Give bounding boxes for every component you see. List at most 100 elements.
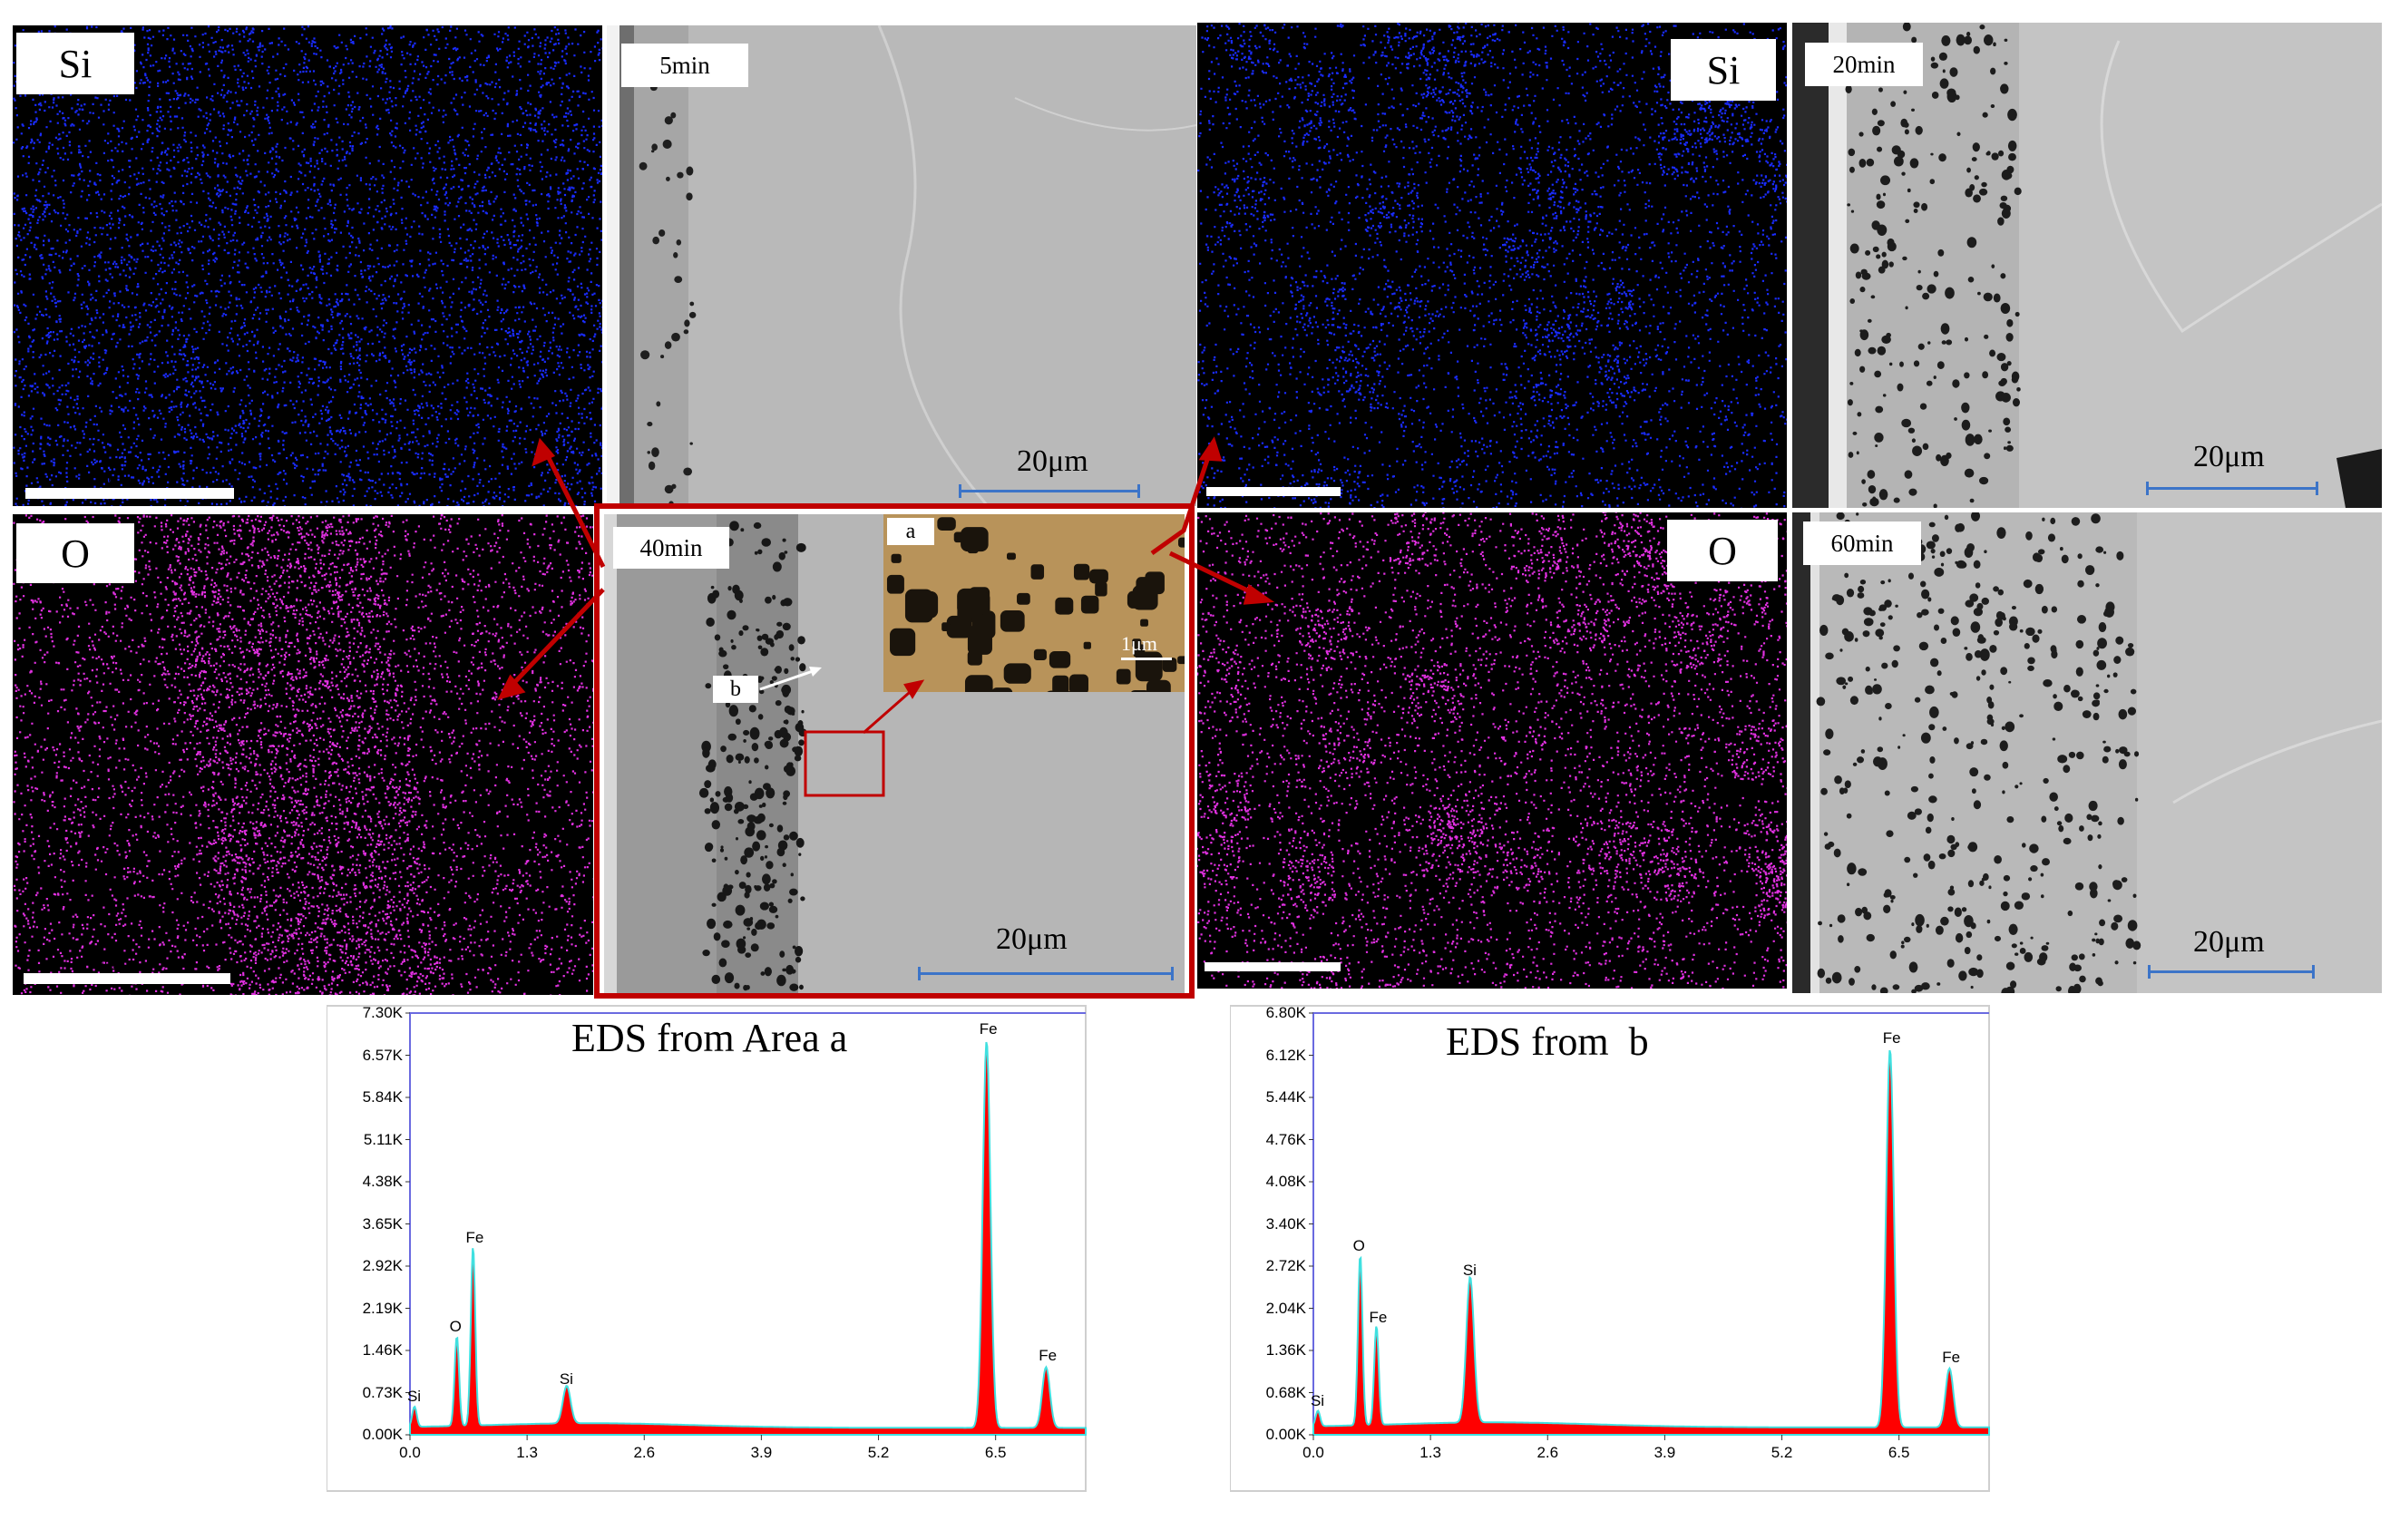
- pore: [1083, 641, 1091, 649]
- pore: [2112, 672, 2118, 677]
- pore: [957, 588, 988, 616]
- pore: [743, 918, 754, 927]
- y-tick-label: 2.72K: [1265, 1257, 1306, 1274]
- si-map-left: Si 10 um: [13, 25, 602, 506]
- pore: [2014, 187, 2022, 196]
- pore: [2092, 699, 2100, 707]
- pore: [2045, 941, 2050, 945]
- pore: [1866, 933, 1875, 942]
- pore: [754, 551, 758, 555]
- pore: [1998, 150, 2005, 157]
- pore: [1958, 970, 1967, 981]
- pore: [1890, 101, 1897, 107]
- pore: [1929, 706, 1939, 718]
- pore: [1878, 87, 1883, 93]
- pore: [707, 759, 717, 770]
- pore: [744, 847, 755, 858]
- pore: [1917, 611, 1923, 619]
- pore: [1946, 88, 1956, 98]
- pore: [1984, 550, 1987, 554]
- pore: [1940, 637, 1947, 644]
- pore: [671, 483, 677, 490]
- o-dots-left: [13, 514, 593, 995]
- pore: [724, 972, 735, 984]
- pore: [1829, 923, 1833, 928]
- pore: [789, 888, 798, 896]
- pore: [1847, 863, 1857, 875]
- pore: [1961, 419, 1971, 431]
- pore: [1915, 125, 1923, 135]
- pore: [2091, 513, 2101, 524]
- element-dots: [13, 514, 593, 995]
- pore: [1844, 780, 1851, 788]
- pore: [2061, 554, 2069, 564]
- pore: [1886, 830, 1894, 837]
- pore: [1928, 773, 1934, 779]
- pore: [1855, 271, 1862, 279]
- pore: [758, 804, 763, 808]
- pore: [1990, 67, 1996, 75]
- pore: [1823, 749, 1831, 755]
- x-tick-label: 2.6: [1536, 1444, 1559, 1461]
- pore: [1908, 961, 1918, 973]
- pore: [735, 836, 739, 841]
- pore: [748, 705, 756, 713]
- pore: [1858, 158, 1867, 168]
- y-tick-label: 6.12K: [1265, 1046, 1306, 1064]
- pore: [757, 645, 763, 649]
- scale-bar: [25, 488, 234, 499]
- y-tick-label: 3.40K: [1265, 1214, 1306, 1233]
- pore: [2102, 755, 2109, 764]
- pore: [1941, 34, 1951, 46]
- pore: [1990, 103, 1995, 109]
- pore: [2043, 777, 2049, 785]
- pore: [1954, 417, 1957, 421]
- pore: [799, 984, 804, 990]
- pore: [1878, 489, 1888, 501]
- pore: [2133, 751, 2140, 757]
- pore: [2071, 517, 2081, 526]
- pore: [1977, 291, 1981, 296]
- pore: [1961, 402, 1970, 414]
- pore: [2030, 936, 2034, 940]
- pore: [2115, 748, 2120, 754]
- pore: [1904, 470, 1913, 479]
- pore: [1979, 880, 1985, 886]
- pore: [1993, 629, 2000, 636]
- pore: [2112, 880, 2122, 891]
- pore: [1949, 67, 1958, 77]
- pore: [1956, 34, 1966, 46]
- pore: [1916, 284, 1923, 291]
- pore: [2127, 920, 2138, 931]
- pore: [756, 830, 766, 841]
- pore: [1878, 604, 1888, 611]
- pore: [2000, 195, 2008, 201]
- pore: [1876, 200, 1886, 210]
- pore: [2003, 446, 2007, 451]
- pore: [1985, 151, 1990, 156]
- pore: [1938, 153, 1946, 162]
- pore: [789, 831, 798, 841]
- pore: [2127, 707, 2137, 716]
- pore: [1876, 254, 1881, 259]
- sem-texture-5min: [607, 25, 1196, 506]
- pore: [1855, 907, 1863, 917]
- pore: [1913, 360, 1920, 367]
- pore: [1988, 885, 1992, 890]
- pore: [2000, 377, 2007, 385]
- pore: [2057, 755, 2068, 764]
- pore: [1945, 287, 1955, 299]
- pore: [1913, 208, 1918, 214]
- pore: [1920, 732, 1931, 744]
- y-tick-label: 6.57K: [362, 1046, 403, 1064]
- pore: [2019, 941, 2024, 945]
- chart-frame: [327, 1005, 1087, 1492]
- pore: [650, 150, 655, 153]
- pore: [2008, 622, 2018, 631]
- pore: [721, 940, 730, 949]
- pore: [2000, 363, 2009, 372]
- pore: [1825, 977, 1832, 984]
- pore: [2098, 621, 2107, 633]
- pore: [1965, 188, 1973, 198]
- pore: [2087, 834, 2093, 842]
